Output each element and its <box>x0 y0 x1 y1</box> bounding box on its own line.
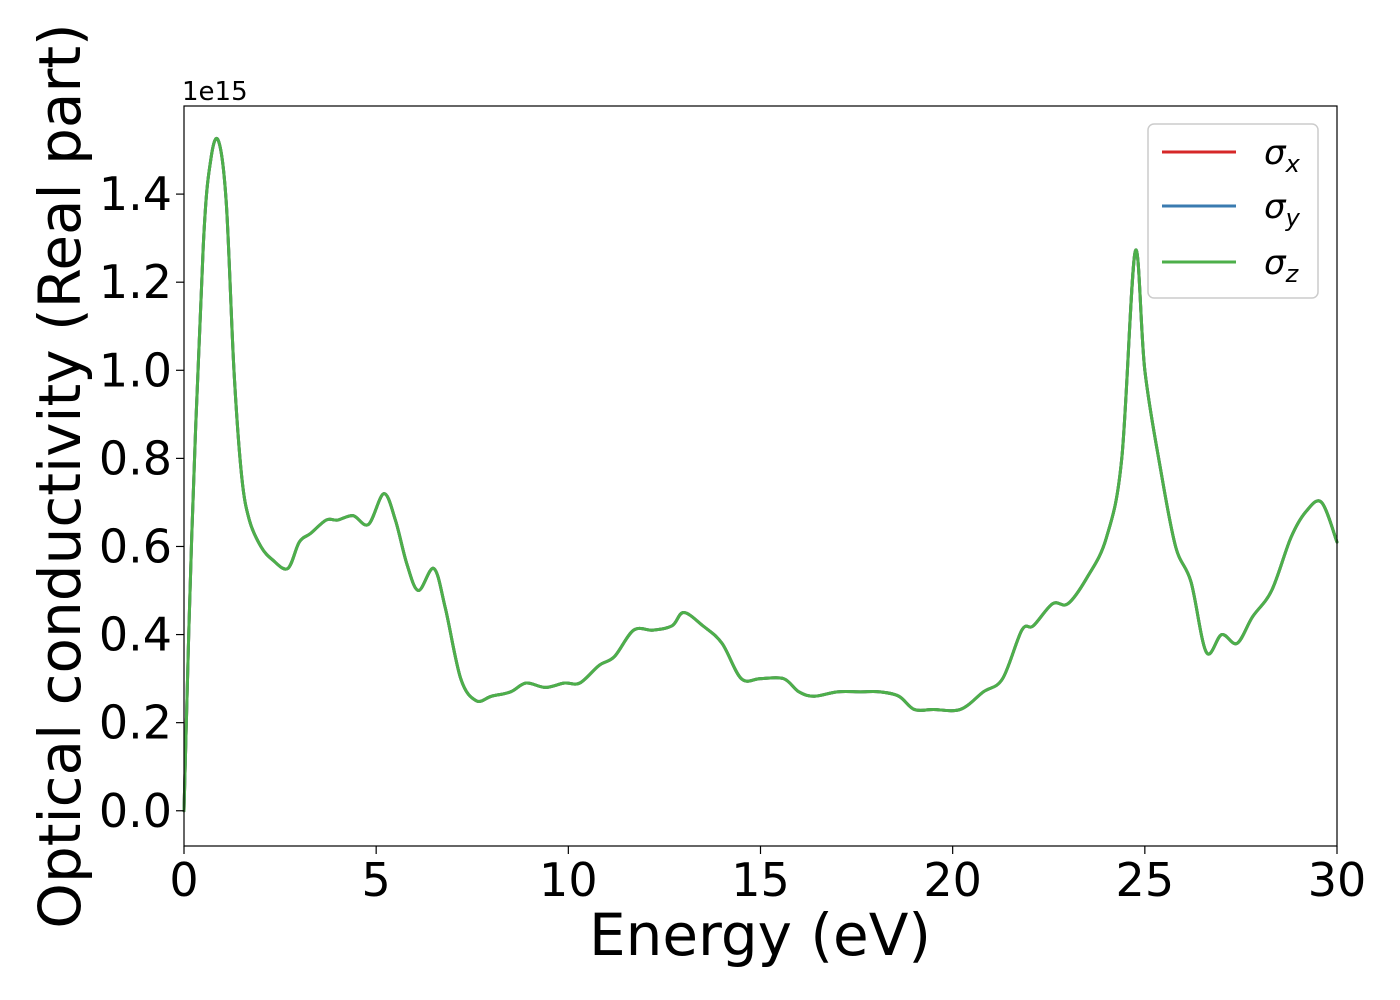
x-tick-label: 15 <box>731 853 790 907</box>
legend-label: σx <box>1264 133 1301 178</box>
y-axis-ticks: 0.0 0.2 0.4 0.6 0.8 1.0 1.2 1.4 <box>99 167 184 838</box>
y-tick-label: 0.0 <box>99 784 172 838</box>
series-line-3 <box>182 136 1339 813</box>
legend: σx σy σz <box>1147 123 1319 299</box>
y-tick-label: 1.4 <box>99 167 172 221</box>
legend-box <box>1147 123 1319 299</box>
x-tick-label: 25 <box>1116 853 1175 907</box>
x-tick-label: 30 <box>1308 853 1367 907</box>
legend-entries: σx σy σz <box>1162 133 1301 288</box>
y-tick-label: 0.4 <box>99 608 172 662</box>
y-tick-label: 0.8 <box>99 431 172 485</box>
x-tick-label: 5 <box>362 853 391 907</box>
legend-label: σy <box>1264 187 1301 232</box>
x-tick-label: 0 <box>169 853 198 907</box>
y-tick-label: 0.6 <box>99 519 172 573</box>
y-tick-label: 1.0 <box>99 343 172 397</box>
x-tick-label: 20 <box>923 853 982 907</box>
y-tick-label: 0.2 <box>99 696 172 750</box>
x-tick-label: 10 <box>539 853 598 907</box>
y-tick-label: 1.2 <box>99 255 172 309</box>
y-offset-label: 1e15 <box>182 77 248 107</box>
x-axis-ticks: 0 5 10 15 20 25 30 <box>169 846 1366 907</box>
y-axis-label: Optical conductivity (Real part) <box>26 23 94 928</box>
x-axis-label: Energy (eV) <box>589 901 931 969</box>
legend-label: σz <box>1264 243 1300 288</box>
series-layer <box>182 136 1339 813</box>
